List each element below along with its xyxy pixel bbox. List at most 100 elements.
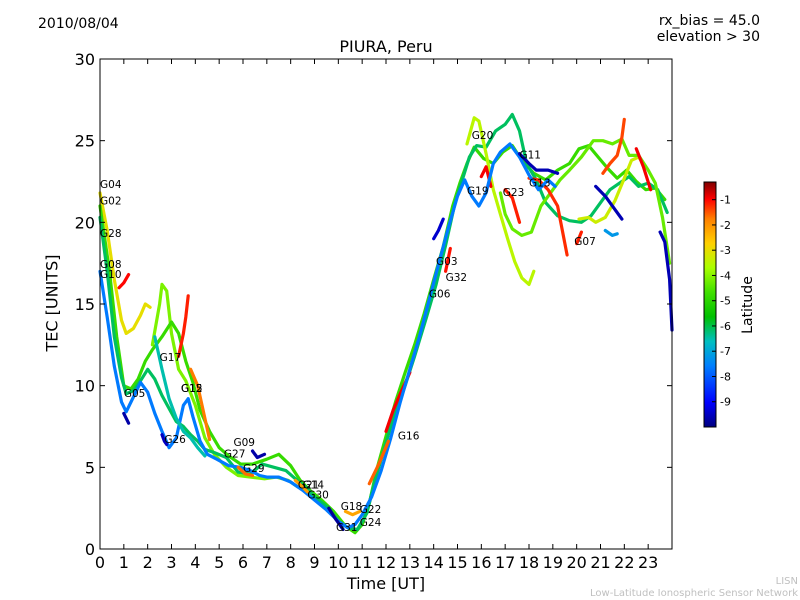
x-tick-label: 23	[638, 553, 658, 572]
tec-track-22	[122, 411, 131, 425]
tec-track-16	[527, 176, 569, 257]
satellite-label-g17: G17	[160, 352, 182, 364]
tec-track-17	[575, 230, 583, 246]
colorbar-tick-label: -9	[720, 396, 731, 409]
y-tick-label: 15	[75, 295, 95, 314]
chart-title: PIURA, Peru	[339, 37, 433, 56]
y-tick-label: 10	[75, 377, 95, 396]
x-tick-label: 4	[190, 553, 200, 572]
y-tick-label: 30	[75, 50, 95, 69]
tec-track-23	[160, 433, 169, 447]
satellite-label-g23: G23	[503, 187, 525, 199]
x-tick-label: 6	[238, 553, 248, 572]
x-tick-label: 8	[286, 553, 296, 572]
tec-track-4	[98, 112, 669, 531]
date-label: 2010/08/04	[38, 16, 119, 32]
satellite-label-g18: G18	[341, 501, 363, 513]
satellite-label-g05: G05	[124, 388, 146, 400]
y-tick-label: 20	[75, 213, 95, 232]
tec-track-7	[498, 137, 672, 265]
colorbar	[703, 181, 717, 428]
colorbar-tick-label: -5	[720, 295, 731, 308]
tec-track-9	[117, 273, 131, 290]
tec-track-21	[603, 228, 619, 237]
tec-track-8	[601, 117, 626, 175]
satellite-label-g07: G07	[574, 236, 596, 248]
tec-track-3	[98, 144, 667, 535]
x-tick-label: 7	[262, 553, 272, 572]
x-tick-label: 15	[447, 553, 467, 572]
tec-track-10	[177, 294, 190, 358]
satellite-label-g15: G15	[181, 383, 203, 395]
tec-track-24	[250, 449, 267, 460]
credit-line-1: LISN	[775, 576, 798, 587]
x-tick-label: 14	[423, 553, 443, 572]
colorbar-tick-label: -3	[720, 244, 731, 257]
satellite-label-g06: G06	[429, 288, 451, 300]
satellite-label-g16: G16	[398, 431, 420, 443]
x-tick-label: 17	[495, 553, 515, 572]
x-tick-label: 19	[543, 553, 563, 572]
colorbar-tick-label: -6	[720, 320, 731, 333]
x-tick-label: 9	[309, 553, 319, 572]
satellite-label-g04: G04	[100, 179, 122, 191]
x-tick-label: 3	[166, 553, 176, 572]
x-tick-label: 5	[214, 553, 224, 572]
tec-track-20	[153, 335, 207, 458]
satellite-label-g03: G03	[436, 256, 458, 268]
satellite-label-g31: G31	[336, 522, 358, 534]
satellite-label-g13: G13	[529, 177, 551, 189]
y-tick-label: 0	[85, 540, 95, 559]
colorbar-tick-label: -8	[720, 370, 731, 383]
tec-track-11	[189, 367, 212, 442]
tec-track-18	[634, 147, 653, 192]
colorbar-tick-label: -2	[720, 219, 731, 232]
x-tick-label: 2	[143, 553, 153, 572]
satellite-label-g28: G28	[100, 228, 122, 240]
tec-track-15	[503, 188, 522, 224]
x-tick-label: 11	[352, 553, 372, 572]
x-axis-label: Time [UT]	[346, 574, 426, 593]
satellite-label-g24: G24	[360, 517, 382, 529]
satellite-label-g08: G08	[100, 259, 122, 271]
y-tick-label: 5	[85, 458, 95, 477]
elevation-label: elevation > 30	[656, 29, 760, 45]
tec-track-33	[367, 439, 390, 486]
x-tick-label: 12	[376, 553, 396, 572]
colorbar-tick-label: -1	[720, 194, 731, 207]
tec-track-6	[577, 155, 648, 224]
x-tick-label: 1	[119, 553, 129, 572]
satellite-label-g26: G26	[164, 434, 186, 446]
tec-track-19	[98, 142, 557, 530]
satellite-label-g19: G19	[467, 186, 489, 198]
tec-track-27	[517, 152, 560, 175]
x-tick-label: 13	[400, 553, 420, 572]
satellite-label-g32: G32	[446, 272, 468, 284]
y-tick-label: 25	[75, 132, 95, 151]
satellite-label-g21: G21	[298, 480, 320, 492]
x-tick-label: 22	[614, 553, 634, 572]
tec-track-26	[432, 217, 445, 241]
x-tick-label: 18	[519, 553, 539, 572]
tec-track-31	[293, 478, 309, 494]
x-tick-label: 0	[95, 553, 105, 572]
satellite-label-g22: G22	[360, 504, 382, 516]
x-tick-label: 21	[590, 553, 610, 572]
x-tick-label: 16	[471, 553, 491, 572]
tec-track-13	[444, 246, 452, 273]
x-tick-label: 10	[328, 553, 348, 572]
credit-line-2: Low-Latitude Ionospheric Sensor Network	[590, 588, 798, 599]
satellite-label-g10: G10	[100, 269, 122, 281]
satellite-label-g27: G27	[224, 449, 246, 461]
tec-track-28	[594, 184, 624, 221]
satellite-label-g20: G20	[472, 130, 494, 142]
tec-track-1	[98, 191, 152, 335]
tec-track-32	[343, 509, 362, 517]
satellite-label-g30: G30	[307, 489, 329, 501]
satellite-label-g02: G02	[100, 195, 122, 207]
tec-track-29	[658, 230, 674, 332]
satellite-label-g11: G11	[519, 150, 541, 162]
satellite-label-g14: G14	[303, 480, 325, 492]
x-tick-label: 20	[566, 553, 586, 572]
